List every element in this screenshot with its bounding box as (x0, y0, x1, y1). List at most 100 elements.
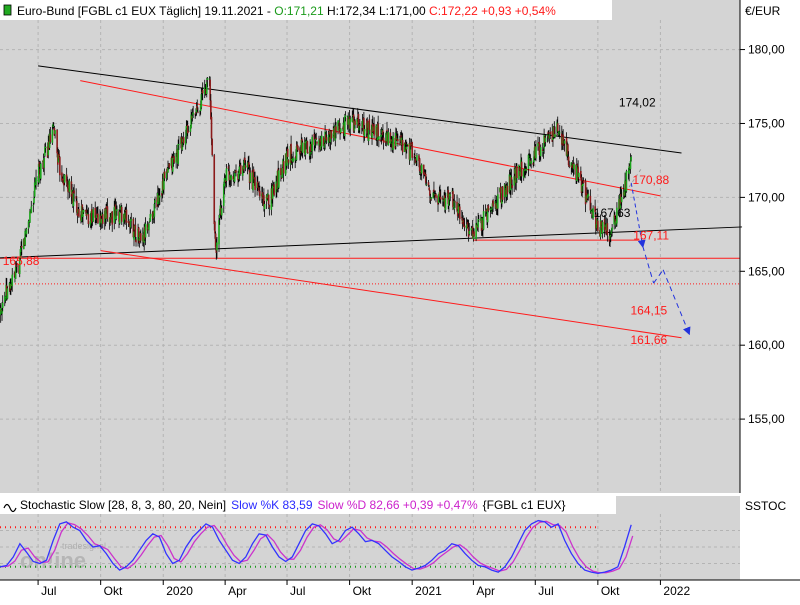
candle-body (485, 209, 488, 212)
candle-body (449, 194, 452, 197)
candle-body (358, 125, 360, 131)
candle-body (38, 161, 41, 167)
projection-segment (630, 182, 646, 249)
candle-body (242, 167, 244, 176)
candle-body (366, 120, 369, 134)
candle-body (628, 166, 630, 174)
candle-body (425, 184, 428, 186)
candle-body (448, 199, 450, 206)
candle-body (405, 146, 408, 150)
candle-body (33, 197, 35, 204)
annotation-label: 164,15 (630, 303, 667, 317)
candle-body (478, 219, 480, 220)
candle-body (547, 131, 549, 135)
candle-body (167, 167, 169, 173)
candle-body (214, 233, 217, 248)
candle-body (609, 235, 611, 240)
candle-body (429, 190, 431, 196)
candle-body (590, 209, 592, 212)
candle-body (463, 225, 466, 228)
candle-body (361, 128, 363, 130)
candle-body (468, 230, 471, 235)
candle-body (190, 114, 192, 128)
candle-body (378, 136, 380, 140)
candle-body (319, 138, 322, 150)
candle-body (227, 166, 230, 169)
candle-body (82, 209, 85, 213)
projection-arrows (628, 168, 691, 336)
candle-body (422, 164, 425, 175)
candle-body (290, 143, 292, 164)
time-tick-label: Okt (601, 584, 620, 598)
candle-body (518, 165, 520, 179)
candle-body (208, 78, 211, 80)
candle-body (487, 205, 490, 211)
candle-body (427, 182, 430, 186)
candle-body (235, 170, 237, 173)
candle-body (595, 224, 598, 229)
candle-body (528, 156, 530, 158)
candle-body (97, 213, 99, 224)
candle-body (527, 154, 530, 169)
price-axis-area (740, 0, 800, 493)
candle-body (263, 203, 266, 210)
candle-body (533, 156, 535, 163)
candle-body (542, 151, 545, 152)
price-tick-label: 170,00 (748, 190, 785, 204)
candle-body (601, 221, 604, 234)
candle-body (81, 204, 84, 215)
trend-line (38, 65, 682, 154)
candle-body (586, 195, 589, 199)
candle-body (411, 141, 413, 158)
candle-body (453, 200, 456, 209)
time-tick-label: Jul (290, 584, 305, 598)
annotation-label: 161,66 (630, 333, 667, 347)
candle-body (492, 200, 494, 207)
candle-body (195, 112, 197, 114)
candle-body (134, 224, 137, 237)
candle-body (328, 132, 330, 135)
candle-body (590, 211, 593, 213)
candle-body (127, 220, 130, 223)
candle-body (310, 152, 313, 154)
candle-body (194, 113, 197, 115)
candle-body (522, 170, 525, 178)
candle-body (576, 163, 579, 166)
candle-body (110, 218, 112, 220)
candle-body (238, 166, 241, 175)
annotation-label: 167,63 (594, 206, 631, 220)
candle-body (192, 112, 194, 115)
candle-body (95, 217, 97, 220)
candle-body (594, 206, 596, 213)
wave-icon (3, 503, 17, 513)
time-tick-label: Apr (476, 584, 495, 598)
candle-body (52, 126, 55, 127)
candle-body (237, 172, 240, 180)
time-tick-label: Apr (228, 584, 247, 598)
candle-body (447, 189, 450, 205)
time-tick-label: Jul (41, 584, 56, 598)
header-change: C:172,22 +0,93 +0,54% (429, 4, 556, 18)
candle-body (118, 211, 121, 224)
candle-body (313, 133, 316, 145)
candle-body (163, 173, 165, 190)
candle-body (171, 157, 174, 172)
candle-body (173, 156, 175, 163)
projection-segment (653, 269, 664, 284)
candle-body (332, 133, 335, 139)
candle-body (314, 139, 317, 141)
candle-body (133, 231, 135, 240)
indicator-header: Stochastic Slow [28, 8, 3, 80, 20, Nein]… (20, 498, 566, 512)
candle-body (16, 265, 18, 267)
candle-body (233, 173, 236, 182)
candle-body (577, 166, 579, 179)
candle-body (209, 79, 211, 100)
candle-body (418, 158, 421, 172)
candle-body (282, 161, 285, 174)
candle-body (189, 126, 192, 132)
candle-body (30, 206, 33, 214)
candle-body (471, 226, 474, 239)
indicator-axis-label: SSTOC (745, 499, 786, 513)
candle-body (414, 158, 417, 164)
time-tick-label: 2021 (415, 584, 442, 598)
